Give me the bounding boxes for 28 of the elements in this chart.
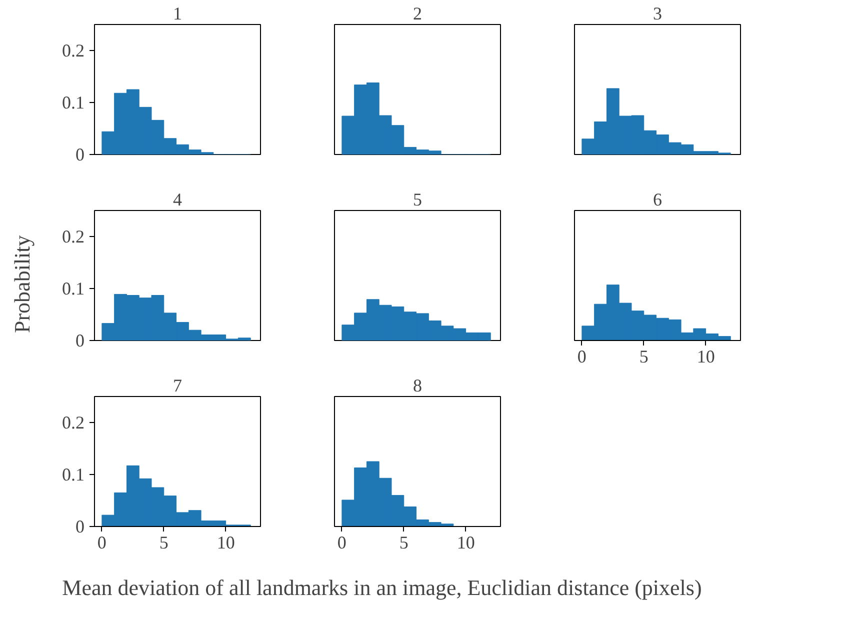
x-tick-label: 10 [456,532,475,552]
y-tick-label: 0.2 [62,226,84,246]
chart-title: 2 [413,4,422,24]
y-axis-title: Probability [8,235,36,333]
y-tick-label: 0.2 [62,412,84,432]
x-axis-title: Mean deviation of all landmarks in an image, Euclidian distance (pixels) [62,574,702,602]
x-tick-label: 10 [216,532,235,552]
x-tick-label: 0 [577,346,586,366]
y-tick-label: 0.1 [62,92,84,112]
chart-title: 5 [413,190,422,210]
chart-title: 1 [173,4,182,24]
y-tick-label: 0.1 [62,464,84,484]
chart-title: 8 [413,376,422,396]
chart-title: 7 [173,376,182,396]
x-tick-label: 0 [337,532,346,552]
y-tick-label: 0 [76,330,84,350]
chart-title: 3 [653,4,662,24]
chart-title: 4 [173,190,182,210]
x-tick-label: 5 [399,532,408,552]
y-tick-label: 0 [76,516,84,536]
y-tick-label: 0.2 [62,40,84,60]
x-tick-label: 0 [97,532,106,552]
x-tick-label: 5 [639,346,648,366]
y-tick-label: 0.1 [62,278,84,298]
chart-title: 6 [653,190,662,210]
x-tick-label: 10 [696,346,715,366]
y-tick-label: 0 [76,144,84,164]
x-tick-label: 5 [159,532,168,552]
